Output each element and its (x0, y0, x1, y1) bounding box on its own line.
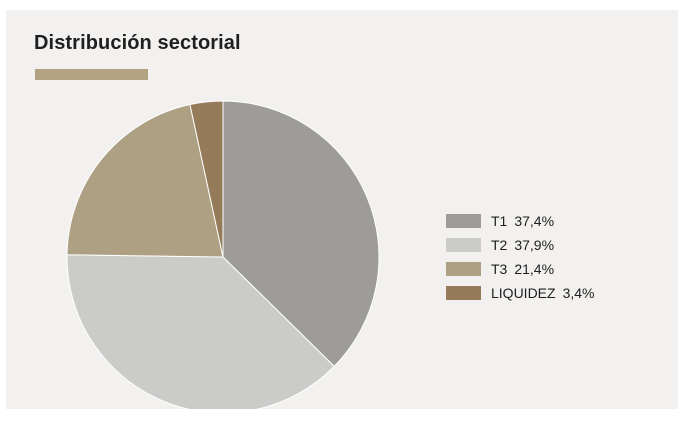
chart-card: Distribución sectorial T1 37,4% T2 37,9%… (6, 10, 678, 409)
pie-slice-t3 (66, 103, 224, 258)
legend-value: 37,4% (514, 213, 555, 229)
legend-value: 21,4% (514, 261, 555, 277)
pie-slice-t1 (222, 100, 380, 368)
legend-value: 3,4% (562, 285, 595, 301)
chart-title: Distribución sectorial (34, 32, 241, 54)
chart-legend: T1 37,4% T2 37,9% T3 21,4% LIQUIDEZ 3,4% (446, 212, 595, 308)
legend-item-t3: T3 21,4% (446, 260, 595, 278)
pie-chart (66, 100, 380, 409)
legend-item-t1: T1 37,4% (446, 212, 595, 230)
legend-item-t2: T2 37,9% (446, 236, 595, 254)
legend-category: T1 (491, 213, 508, 229)
legend-value: 37,9% (514, 237, 555, 253)
legend-item-liquidez: LIQUIDEZ 3,4% (446, 284, 595, 302)
legend-swatch (446, 214, 481, 228)
legend-swatch (446, 262, 481, 276)
legend-swatch (446, 286, 481, 300)
legend-category: LIQUIDEZ (491, 285, 556, 301)
pie-slice-liquidez (189, 100, 224, 258)
title-accent-bar (35, 69, 148, 80)
legend-swatch (446, 238, 481, 252)
legend-category: T2 (491, 237, 508, 253)
legend-category: T3 (491, 261, 508, 277)
pie-slice-t2 (66, 254, 335, 409)
